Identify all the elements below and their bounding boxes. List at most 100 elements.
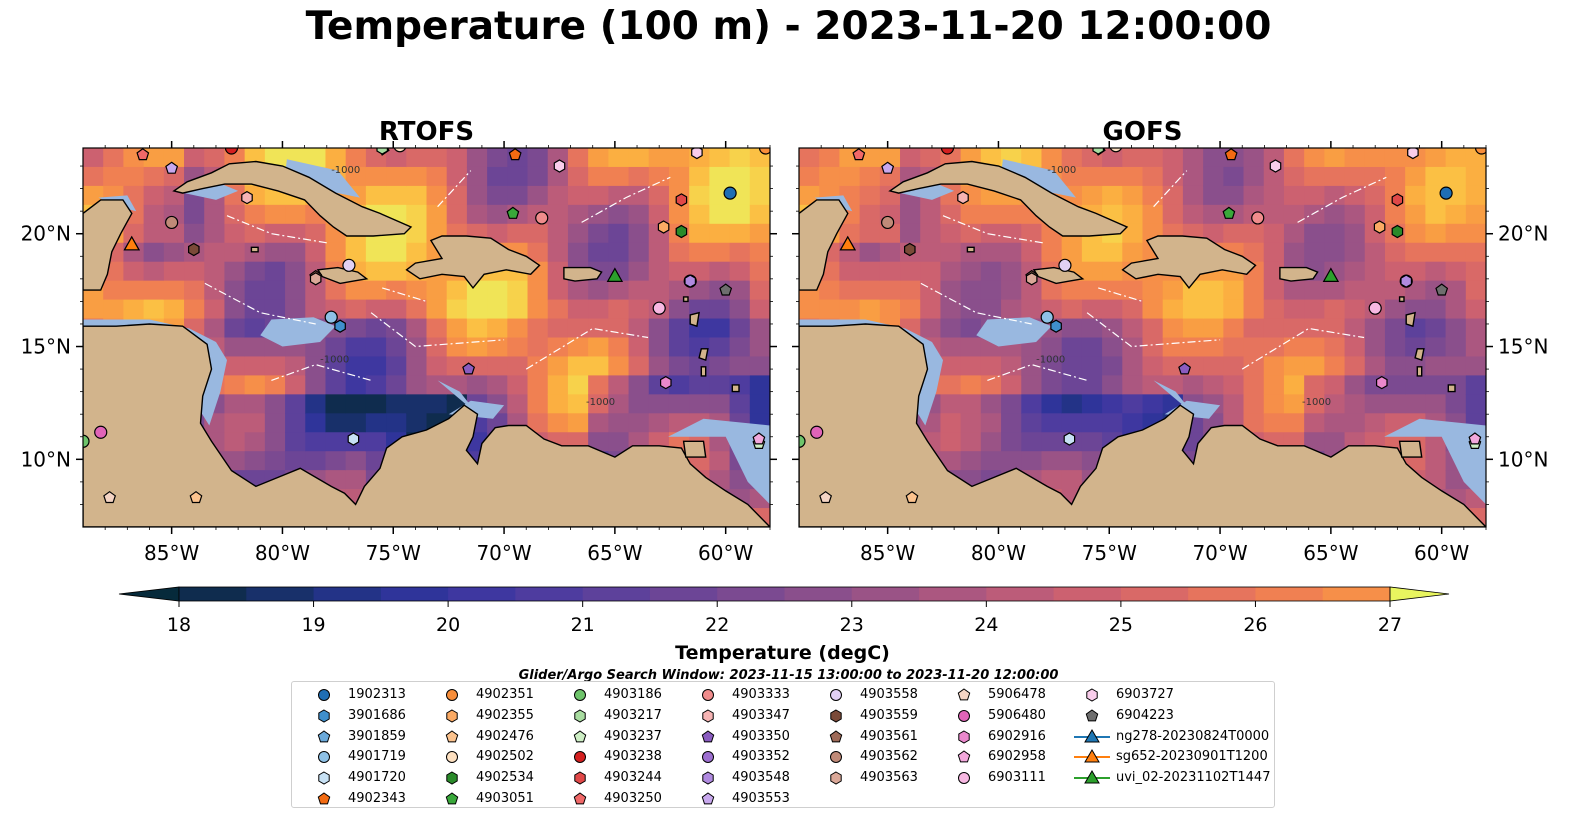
legend-label: 4903559 xyxy=(860,707,918,723)
legend-marker-icon xyxy=(574,771,586,785)
argo-float-4903244 xyxy=(675,193,688,207)
argo-float-6904223 xyxy=(719,283,733,296)
lon-tick-label: 65°W xyxy=(587,541,642,565)
argo-float-4903217 xyxy=(376,148,388,155)
legend-marker-icon xyxy=(958,709,970,722)
legend-marker-icon xyxy=(1086,688,1098,702)
legend-marker-icon xyxy=(701,729,715,742)
colorbar-bin xyxy=(448,587,516,601)
lon-tick-label: 85°W xyxy=(860,541,915,565)
legend-label: 4902351 xyxy=(476,687,534,702)
argo-float-4901720 xyxy=(347,432,360,446)
eez-boundary xyxy=(370,312,505,348)
legend-marker-icon xyxy=(702,709,714,723)
argo-float-4903051 xyxy=(506,206,520,219)
argo-float-5906480 xyxy=(810,425,824,439)
argo-float-1902313 xyxy=(1439,186,1453,200)
argo-float-4903217 xyxy=(1092,148,1105,155)
legend-marker-icon xyxy=(446,709,458,723)
land xyxy=(316,266,369,285)
land xyxy=(799,199,849,291)
legend-marker-icon xyxy=(318,771,330,785)
colorbar-tick-label: 20 xyxy=(436,614,460,636)
eez-boundary xyxy=(204,282,316,325)
legend-label: 4902502 xyxy=(476,749,534,765)
eez-boundary xyxy=(1297,176,1387,223)
colorbar-bin xyxy=(313,587,382,601)
eez-boundary xyxy=(1098,287,1143,302)
land xyxy=(1032,266,1085,285)
argo-float-4903563 xyxy=(1025,272,1038,286)
argo-float-4903350 xyxy=(462,362,476,375)
argo-float-6904223 xyxy=(1435,283,1449,296)
argo-float-4903559b xyxy=(1269,159,1282,173)
land xyxy=(405,235,541,290)
argo-float-4903250 xyxy=(852,148,866,161)
legend-label: 4901719 xyxy=(348,749,406,765)
argo-float-6902916 xyxy=(1375,375,1388,390)
colorbar-extend-low xyxy=(118,586,180,602)
colorbar-bin xyxy=(1120,587,1189,601)
colorbar-tick-label: 27 xyxy=(1378,614,1402,636)
land xyxy=(1121,235,1257,290)
eez-boundary xyxy=(382,287,427,302)
legend-marker-icon xyxy=(958,772,970,785)
legend-marker-icon xyxy=(573,729,587,742)
argo-float-markers xyxy=(83,148,770,504)
legend-label: 4903350 xyxy=(732,728,790,744)
legend-label: uvi_02-20231102T1447 xyxy=(1116,770,1271,786)
colorbar-bin xyxy=(515,587,584,601)
argo-float-4902534 xyxy=(675,224,688,239)
contour-label: -1000 xyxy=(320,354,349,365)
argo-float-4902343 xyxy=(1224,148,1238,161)
colorbar-tick-label: 24 xyxy=(974,614,998,636)
legend-label: 6903727 xyxy=(1116,687,1174,702)
glider-uvi_02-20231102T1447 xyxy=(1322,267,1340,282)
argo-float-4901719 xyxy=(1040,310,1054,324)
argo-float-4903559b xyxy=(553,159,566,173)
eez-boundary xyxy=(226,215,327,244)
legend-marker-icon xyxy=(573,792,587,805)
colorbar-bin xyxy=(717,587,785,601)
land xyxy=(700,366,707,377)
map-frame xyxy=(798,147,1487,528)
land xyxy=(682,440,707,458)
legend-marker-icon xyxy=(574,689,586,701)
argo-float-4902355 xyxy=(1373,220,1386,234)
shelf-area xyxy=(1384,418,1486,505)
shelf-area xyxy=(976,317,1052,347)
legend-label: 4903250 xyxy=(604,791,662,806)
argo-float-4902502 xyxy=(393,148,407,153)
land xyxy=(1416,366,1423,377)
colorbar-tick-label: 26 xyxy=(1243,614,1267,636)
legend-label: 3901859 xyxy=(348,728,406,744)
glider-sg652-20230901T1200 xyxy=(123,235,140,251)
argo-float-4902343 xyxy=(508,148,522,161)
lat-tick-label: 20°N xyxy=(21,222,71,246)
legend-marker-icon xyxy=(318,751,330,764)
argo-float-6903727 xyxy=(691,148,703,160)
land xyxy=(698,348,709,362)
argo-float-4902355 xyxy=(657,220,670,234)
land xyxy=(1398,440,1423,458)
land xyxy=(689,311,700,328)
shelf-area xyxy=(260,317,336,347)
lon-tick-label: 60°W xyxy=(698,541,753,565)
land xyxy=(731,384,740,393)
argo-float-6903111 xyxy=(1368,301,1382,315)
land xyxy=(1447,384,1456,393)
legend-marker-icon xyxy=(446,771,458,785)
land xyxy=(799,323,1486,527)
colorbar-bin xyxy=(784,587,853,601)
argo-float-4902351 xyxy=(758,148,770,155)
argo-float-4903238 xyxy=(224,148,239,155)
legend-label: 1902313 xyxy=(348,687,406,702)
argo-float-4903186 xyxy=(799,434,806,448)
legend-label: 4903561 xyxy=(860,728,918,744)
land xyxy=(888,160,1129,237)
argo-float-6902958 xyxy=(752,432,766,445)
lat-tick-label: 20°N xyxy=(1498,222,1548,246)
legend-label: 4903347 xyxy=(732,707,790,723)
colorbar-tick-label: 21 xyxy=(571,614,595,636)
colorbar-bin xyxy=(851,587,920,601)
